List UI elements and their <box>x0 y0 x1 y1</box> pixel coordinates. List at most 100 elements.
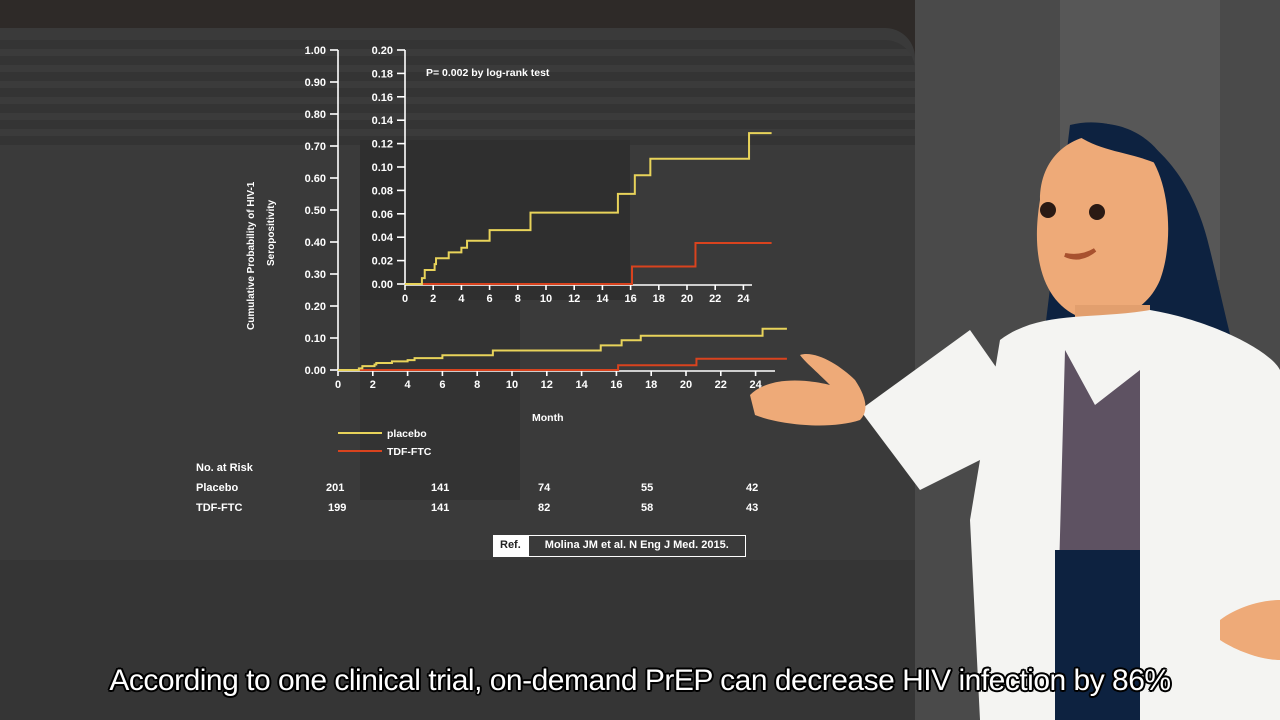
inset-x-axis <box>404 284 752 290</box>
y-tick-label: 0.18 <box>372 68 393 80</box>
legend-label-tdf-ftc: TDF-FTC <box>387 446 432 458</box>
inset-y-axis <box>397 49 406 285</box>
eye-icon <box>1089 204 1105 220</box>
x-tick-label: 24 <box>749 379 762 391</box>
x-tick-label: 14 <box>596 293 609 305</box>
x-axis-label: Month <box>532 412 564 424</box>
inset-y-tick-labels: 0.00 0.02 0.04 0.06 0.08 0.10 0.12 0.14 0.16 0.18… <box>372 45 394 291</box>
pvalue-annotation: P= 0.002 by log-rank test <box>426 67 550 79</box>
x-tick-label: 14 <box>575 379 588 391</box>
y-tick-label: 0.06 <box>372 209 393 221</box>
x-tick-label: 0 <box>335 379 341 391</box>
reference-box: Ref. Molina JM et al. N Eng J Med. 2015. <box>493 535 746 557</box>
x-tick-label: 20 <box>681 293 693 305</box>
risk-cell: 74 <box>538 482 551 494</box>
outer-curves <box>338 327 787 371</box>
y-tick-label: 0.20 <box>372 45 393 57</box>
outer-x-axis <box>337 370 775 376</box>
y-tick-label: 0.04 <box>372 232 394 244</box>
y-tick-label: 0.80 <box>305 109 326 121</box>
hand-icon <box>1220 600 1280 660</box>
eye-icon <box>1040 202 1056 218</box>
mouth-icon <box>1064 248 1097 260</box>
outer-x-tick-labels: 0 2 4 6 8 10 12 14 16 18 20 22 24 <box>335 379 763 391</box>
x-tick-label: 6 <box>487 293 493 305</box>
series-line-tdf-ftc <box>338 357 787 371</box>
legend-label-placebo: placebo <box>387 428 427 440</box>
legend: placebo TDF-FTC <box>338 428 432 458</box>
y-tick-label: 0.20 <box>305 301 326 313</box>
y-tick-label: 0.10 <box>305 333 326 345</box>
x-tick-label: 22 <box>709 293 721 305</box>
x-tick-label: 8 <box>474 379 480 391</box>
y-tick-label: 0.08 <box>372 185 393 197</box>
risk-table-title: No. at Risk <box>196 462 253 474</box>
y-axis-label: Cumulative Probability of HIV-1 Seroposi… <box>246 181 277 330</box>
subtitle-caption: According to one clinical trial, on-dema… <box>109 664 1171 697</box>
x-tick-label: 2 <box>370 379 376 391</box>
x-tick-label: 16 <box>610 379 622 391</box>
x-tick-label: 22 <box>715 379 727 391</box>
outer-y-axis <box>330 49 339 371</box>
y-tick-label: 0.50 <box>305 205 326 217</box>
y-tick-label: 0.70 <box>305 141 326 153</box>
y-tick-label: 0.00 <box>305 365 326 377</box>
y-tick-label: 0.14 <box>372 115 394 127</box>
risk-cell: 82 <box>538 502 551 514</box>
x-tick-label: 4 <box>458 293 465 305</box>
series-line-placebo <box>405 132 772 285</box>
risk-row-label: TDF-FTC <box>196 502 243 514</box>
y-tick-label: 0.00 <box>372 279 393 291</box>
risk-row-label: Placebo <box>196 482 239 494</box>
y-tick-label: 0.90 <box>305 77 326 89</box>
y-tick-label: 0.16 <box>372 92 393 104</box>
sleeve-icon <box>860 330 1040 490</box>
x-tick-label: 24 <box>737 293 750 305</box>
y-tick-label: 1.00 <box>305 45 326 57</box>
x-tick-label: 12 <box>568 293 580 305</box>
risk-cell: 201 <box>326 482 345 494</box>
y-tick-label: 0.30 <box>305 269 326 281</box>
doctor-illustration <box>750 122 1280 720</box>
y-tick-label: 0.02 <box>372 256 393 268</box>
series-line-tdf-ftc <box>405 242 772 285</box>
outer-y-tick-labels: 0.00 0.10 0.20 0.30 0.40 0.50 0.60 0.70 0.80 0.90… <box>305 45 326 377</box>
face-icon <box>1036 134 1169 319</box>
risk-cell: 55 <box>641 482 654 494</box>
x-tick-label: 12 <box>541 379 553 391</box>
y-tick-label: 0.12 <box>372 139 393 151</box>
y-tick-label: 0.40 <box>305 237 326 249</box>
series-line-placebo <box>338 327 787 371</box>
x-tick-label: 10 <box>540 293 552 305</box>
x-tick-label: 8 <box>515 293 521 305</box>
x-tick-label: 10 <box>506 379 518 391</box>
risk-cell: 43 <box>746 502 759 514</box>
background-shade <box>360 300 520 500</box>
background-stripes <box>0 40 915 150</box>
risk-cell: 58 <box>641 502 654 514</box>
x-tick-label: 2 <box>430 293 436 305</box>
risk-cell: 141 <box>431 502 450 514</box>
hand-icon <box>750 354 866 426</box>
x-tick-label: 6 <box>439 379 445 391</box>
x-tick-label: 0 <box>402 293 408 305</box>
background-floor <box>0 560 915 720</box>
inset-curves <box>405 132 772 285</box>
risk-cell: 42 <box>746 482 759 494</box>
reference-text: Molina JM et al. N Eng J Med. 2015. <box>544 539 729 551</box>
y-tick-label: 0.10 <box>372 162 393 174</box>
risk-cell: 141 <box>431 482 450 494</box>
inset-x-tick-labels: 0 2 4 6 8 10 12 14 16 18 20 22 24 <box>402 293 750 305</box>
x-tick-label: 18 <box>645 379 657 391</box>
pants-icon <box>1055 550 1140 720</box>
svg-text:Seropositivity: Seropositivity <box>266 199 277 266</box>
risk-cell: 199 <box>328 502 347 514</box>
x-tick-label: 18 <box>653 293 665 305</box>
svg-text:Cumulative Probability of HIV-: Cumulative Probability of HIV-1 <box>246 181 257 330</box>
x-tick-label: 4 <box>405 379 412 391</box>
x-tick-label: 16 <box>624 293 636 305</box>
reference-key: Ref. <box>494 536 529 556</box>
y-tick-label: 0.60 <box>305 173 326 185</box>
x-tick-label: 20 <box>680 379 692 391</box>
